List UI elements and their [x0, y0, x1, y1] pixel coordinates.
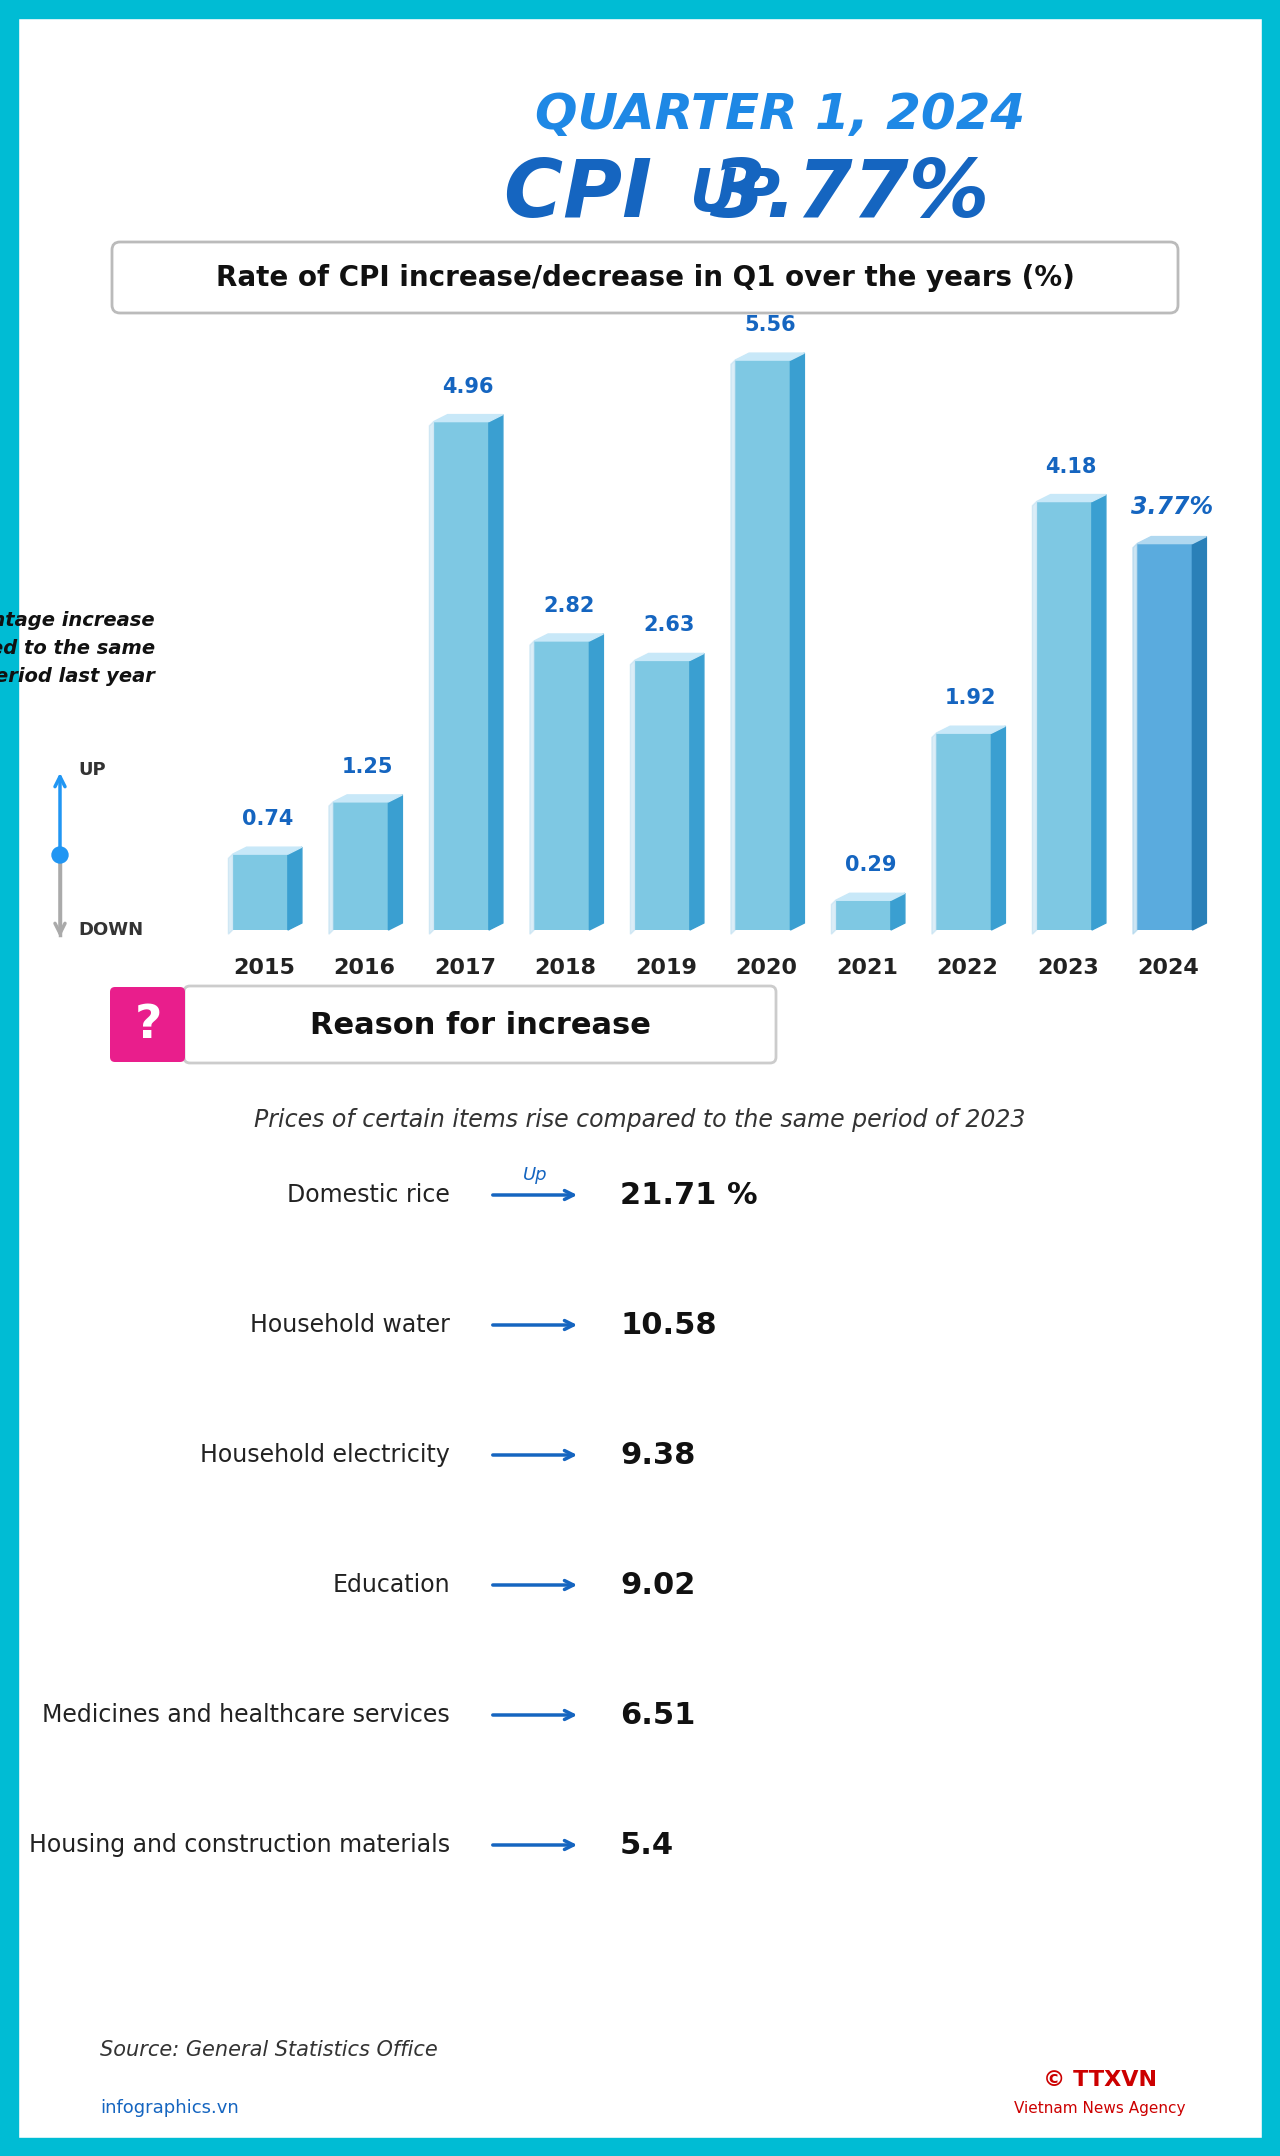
Text: 5.4: 5.4 [620, 1830, 675, 1858]
Text: 2019: 2019 [635, 957, 696, 979]
Bar [836, 901, 891, 929]
Text: 21.71 %: 21.71 % [620, 1181, 758, 1210]
Polygon shape [832, 901, 836, 934]
Polygon shape [388, 796, 402, 929]
Polygon shape [233, 847, 302, 854]
Text: Source: General Statistics Office: Source: General Statistics Office [100, 2040, 438, 2059]
Polygon shape [530, 640, 534, 934]
Polygon shape [731, 360, 735, 934]
Text: period last year: period last year [0, 666, 155, 686]
Text: 2017: 2017 [434, 957, 495, 979]
Text: 9.38: 9.38 [620, 1440, 695, 1470]
Text: Up: Up [522, 1166, 548, 1184]
Text: 0.29: 0.29 [845, 856, 896, 875]
Text: 3.77%: 3.77% [710, 155, 989, 235]
Text: 2018: 2018 [534, 957, 596, 979]
Bar [735, 360, 790, 929]
Bar [0, 0, 1280, 17]
Text: Reason for increase: Reason for increase [310, 1011, 650, 1041]
Text: 2024: 2024 [1138, 957, 1199, 979]
Text: 10.58: 10.58 [620, 1311, 717, 1339]
Text: 2.63: 2.63 [644, 614, 695, 636]
Polygon shape [288, 847, 302, 929]
Polygon shape [429, 423, 434, 934]
FancyBboxPatch shape [110, 987, 186, 1063]
Text: © TTXVN: © TTXVN [1043, 2070, 1157, 2089]
Polygon shape [1037, 494, 1106, 502]
Text: CPI: CPI [504, 155, 680, 235]
Text: Education: Education [333, 1574, 451, 1598]
Text: 2020: 2020 [735, 957, 797, 979]
Polygon shape [228, 854, 233, 934]
Text: 2.82: 2.82 [543, 595, 594, 617]
Bar [534, 640, 589, 929]
Bar [635, 660, 690, 929]
Bar [0, 0, 18, 2156]
Polygon shape [1092, 494, 1106, 929]
Polygon shape [836, 893, 905, 901]
Text: Prices of certain items rise compared to the same period of 2023: Prices of certain items rise compared to… [255, 1108, 1025, 1132]
Polygon shape [631, 660, 635, 934]
Text: QUARTER 1, 2024: QUARTER 1, 2024 [535, 91, 1025, 138]
Bar [936, 733, 992, 929]
Bar [1137, 543, 1193, 929]
Bar [333, 802, 388, 929]
Text: 1.25: 1.25 [342, 757, 393, 776]
Text: DOWN: DOWN [78, 921, 143, 940]
Polygon shape [1193, 537, 1206, 929]
Polygon shape [1033, 502, 1037, 934]
Text: UP: UP [78, 761, 106, 778]
Polygon shape [329, 802, 333, 934]
Text: Rate of CPI increase/decrease in Q1 over the years (%): Rate of CPI increase/decrease in Q1 over… [215, 263, 1074, 291]
Polygon shape [589, 634, 603, 929]
Circle shape [52, 847, 68, 862]
Text: 6.51: 6.51 [620, 1701, 695, 1729]
Text: Housing and construction materials: Housing and construction materials [29, 1833, 451, 1856]
Polygon shape [635, 653, 704, 660]
Text: UP: UP [690, 166, 800, 224]
Polygon shape [932, 733, 936, 934]
Polygon shape [489, 414, 503, 929]
Polygon shape [1137, 537, 1206, 543]
Polygon shape [891, 893, 905, 929]
Text: 5.56: 5.56 [744, 315, 796, 334]
Text: 2022: 2022 [937, 957, 998, 979]
Polygon shape [434, 414, 503, 423]
Text: 1.92: 1.92 [945, 688, 997, 707]
Bar [0, 2139, 1280, 2156]
Text: infographics.vn: infographics.vn [100, 2100, 239, 2117]
Text: 2023: 2023 [1037, 957, 1098, 979]
Text: Household water: Household water [250, 1313, 451, 1337]
Text: 9.02: 9.02 [620, 1570, 695, 1600]
Polygon shape [992, 727, 1005, 929]
Polygon shape [790, 354, 804, 929]
Text: Household electricity: Household electricity [200, 1442, 451, 1466]
Text: 3.77%: 3.77% [1130, 494, 1213, 520]
Text: 0.74: 0.74 [242, 808, 293, 830]
Text: ?: ? [134, 1003, 161, 1048]
Text: 2016: 2016 [333, 957, 396, 979]
Text: Vietnam News Agency: Vietnam News Agency [1014, 2100, 1185, 2115]
Bar [1037, 502, 1092, 929]
Text: Domestic rice: Domestic rice [287, 1184, 451, 1207]
Polygon shape [690, 653, 704, 929]
Bar [233, 854, 288, 929]
Text: 2021: 2021 [836, 957, 897, 979]
Polygon shape [735, 354, 804, 360]
Polygon shape [534, 634, 603, 640]
Bar [434, 423, 489, 929]
Text: compared to the same: compared to the same [0, 638, 155, 658]
FancyBboxPatch shape [113, 241, 1178, 313]
Text: 4.18: 4.18 [1046, 457, 1097, 476]
Text: Medicines and healthcare services: Medicines and healthcare services [42, 1703, 451, 1727]
Text: Percentage increase: Percentage increase [0, 610, 155, 630]
Polygon shape [1133, 543, 1137, 934]
Text: 4.96: 4.96 [443, 377, 494, 397]
Bar [1262, 0, 1280, 2156]
Polygon shape [333, 796, 402, 802]
Polygon shape [936, 727, 1005, 733]
FancyBboxPatch shape [184, 985, 776, 1063]
Text: 2015: 2015 [233, 957, 294, 979]
